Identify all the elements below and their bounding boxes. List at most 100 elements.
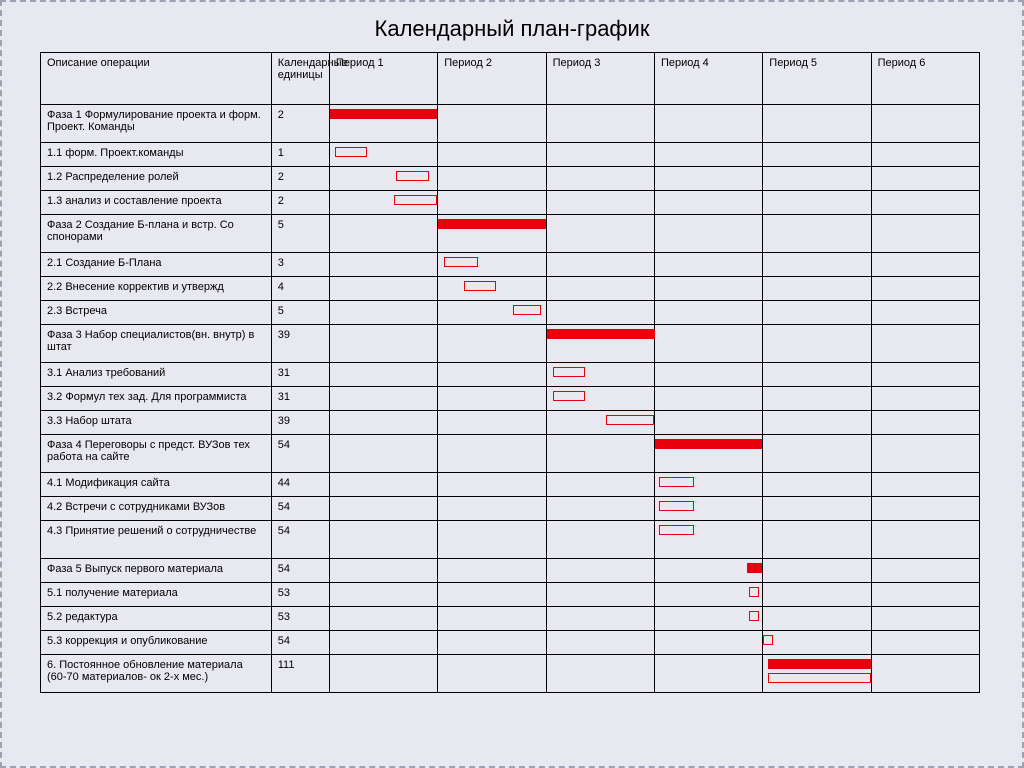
gantt-cell (546, 473, 654, 497)
gantt-table: Описание операции Календарные единицы Пе… (40, 52, 980, 693)
gantt-cell (438, 253, 546, 277)
gantt-cell (871, 583, 979, 607)
task-description: 2.1 Создание Б-Плана (41, 253, 272, 277)
gantt-bar-outline (396, 171, 428, 181)
task-description: 6. Постоянное обновление материала (60-7… (41, 655, 272, 693)
gantt-cell (438, 435, 546, 473)
table-row: 3.2 Формул тех зад. Для программиста31 (41, 387, 980, 411)
gantt-cell (329, 363, 437, 387)
gantt-header-row: Описание операции Календарные единицы Пе… (41, 53, 980, 105)
gantt-cell (329, 253, 437, 277)
gantt-bar-outline (553, 391, 585, 401)
gantt-bar-outline (659, 477, 693, 487)
gantt-cell (654, 411, 762, 435)
gantt-cell (871, 473, 979, 497)
task-description: 3.1 Анализ требований (41, 363, 272, 387)
gantt-cell (654, 325, 762, 363)
task-units: 53 (271, 607, 329, 631)
gantt-bar-outline (659, 501, 693, 511)
gantt-cell (329, 435, 437, 473)
gantt-cell (763, 167, 871, 191)
gantt-cell (763, 277, 871, 301)
task-units: 2 (271, 167, 329, 191)
gantt-cell (329, 277, 437, 301)
gantt-cell (546, 411, 654, 435)
gantt-cell (546, 607, 654, 631)
table-row: 5.1 получение материала53 (41, 583, 980, 607)
task-description: Фаза 4 Переговоры с предст. ВУЗов тех ра… (41, 435, 272, 473)
table-row: 3.3 Набор штата39 (41, 411, 980, 435)
task-units: 44 (271, 473, 329, 497)
task-description: 5.3 коррекция и опубликование (41, 631, 272, 655)
gantt-bar-solid (438, 219, 545, 229)
gantt-cell (546, 521, 654, 559)
gantt-bar-outline (659, 525, 693, 535)
task-units: 1 (271, 143, 329, 167)
gantt-cell (871, 521, 979, 559)
gantt-bar-outline (444, 257, 478, 267)
task-units: 4 (271, 277, 329, 301)
gantt-cell (871, 435, 979, 473)
task-description: 4.3 Принятие решений о сотрудничестве (41, 521, 272, 559)
table-row: 4.2 Встречи с сотрудниками ВУЗов54 (41, 497, 980, 521)
gantt-bar-outline (394, 195, 437, 205)
table-row: Фаза 2 Создание Б-плана и встр. Со споно… (41, 215, 980, 253)
task-units: 54 (271, 435, 329, 473)
gantt-cell (438, 277, 546, 301)
gantt-cell (438, 363, 546, 387)
gantt-bar-outline (763, 635, 773, 645)
task-units: 5 (271, 215, 329, 253)
gantt-cell (763, 191, 871, 215)
gantt-cell (329, 105, 437, 143)
gantt-cell (546, 253, 654, 277)
gantt-cell (329, 473, 437, 497)
gantt-cell (438, 191, 546, 215)
page-frame: Календарный план-график Описание операци… (0, 0, 1024, 768)
gantt-cell (654, 497, 762, 521)
table-row: 5.3 коррекция и опубликование54 (41, 631, 980, 655)
gantt-cell (438, 521, 546, 559)
table-row: 1.2 Распределение ролей2 (41, 167, 980, 191)
gantt-cell (871, 167, 979, 191)
gantt-cell (329, 387, 437, 411)
task-units: 5 (271, 301, 329, 325)
gantt-cell (763, 253, 871, 277)
gantt-cell (763, 559, 871, 583)
gantt-cell (654, 387, 762, 411)
gantt-cell (438, 631, 546, 655)
gantt-cell (329, 583, 437, 607)
gantt-cell (654, 655, 762, 693)
gantt-cell (654, 167, 762, 191)
table-row: 1.1 форм. Проект.команды1 (41, 143, 980, 167)
task-units: 2 (271, 105, 329, 143)
table-row: 2.2 Внесение корректив и утвержд4 (41, 277, 980, 301)
col-description: Описание операции (41, 53, 272, 105)
gantt-cell (871, 325, 979, 363)
gantt-cell (546, 105, 654, 143)
gantt-bar-outline (553, 367, 585, 377)
col-period-6: Период 6 (871, 53, 979, 105)
task-description: 5.1 получение материала (41, 583, 272, 607)
task-description: 4.1 Модификация сайта (41, 473, 272, 497)
task-description: 4.2 Встречи с сотрудниками ВУЗов (41, 497, 272, 521)
gantt-cell (438, 607, 546, 631)
table-row: Фаза 3 Набор специалистов(вн. внутр) в ш… (41, 325, 980, 363)
gantt-cell (546, 655, 654, 693)
gantt-cell (438, 301, 546, 325)
gantt-cell (546, 325, 654, 363)
gantt-cell (871, 301, 979, 325)
task-description: 1.2 Распределение ролей (41, 167, 272, 191)
gantt-cell (871, 655, 979, 693)
gantt-cell (546, 435, 654, 473)
gantt-cell (654, 191, 762, 215)
gantt-cell (438, 497, 546, 521)
gantt-cell (654, 363, 762, 387)
gantt-bar-outline (606, 415, 654, 425)
gantt-cell (329, 143, 437, 167)
gantt-cell (546, 191, 654, 215)
task-description: 1.1 форм. Проект.команды (41, 143, 272, 167)
gantt-cell (763, 363, 871, 387)
gantt-cell (871, 559, 979, 583)
col-units: Календарные единицы (271, 53, 329, 105)
gantt-cell (438, 559, 546, 583)
